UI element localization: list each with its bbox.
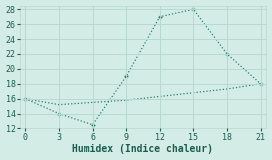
X-axis label: Humidex (Indice chaleur): Humidex (Indice chaleur) bbox=[72, 144, 214, 154]
